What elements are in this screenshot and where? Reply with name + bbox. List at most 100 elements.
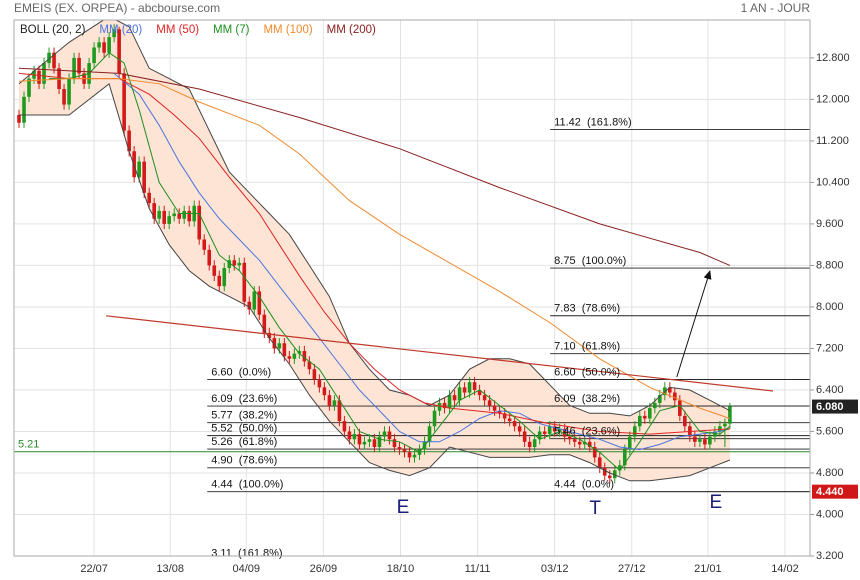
candle-body bbox=[117, 29, 121, 74]
y-tick-label: 7.200 bbox=[816, 342, 844, 354]
fib-label: 4.44 (0.0%) bbox=[554, 479, 614, 491]
candle-body bbox=[232, 260, 237, 266]
candle-body bbox=[97, 42, 101, 48]
candle-body bbox=[437, 402, 442, 411]
candle-body bbox=[632, 426, 637, 437]
candle-body bbox=[412, 454, 417, 458]
wave-label: E bbox=[710, 492, 723, 513]
fib-label: 5.46 (23.6%) bbox=[554, 426, 620, 438]
candle-body bbox=[22, 96, 26, 123]
overlay: 12.800 12.000 11.200 10.400 9.600 8.800 8.000 7… bbox=[18, 24, 858, 575]
fib-label: 8.75 (100.0%) bbox=[554, 255, 626, 267]
candle-body bbox=[607, 475, 612, 479]
candle-body bbox=[542, 431, 547, 435]
candle-body bbox=[708, 436, 712, 445]
wave-label: T bbox=[589, 498, 601, 519]
candle-body bbox=[592, 447, 597, 458]
candle-body bbox=[678, 400, 682, 416]
candle-body bbox=[257, 291, 262, 315]
candle-body bbox=[507, 418, 512, 422]
candle-body bbox=[92, 47, 96, 64]
y-tick-label: 8.800 bbox=[816, 259, 844, 271]
fib-label: 6.09 (23.6%) bbox=[211, 393, 277, 405]
x-tick-label: 26/09 bbox=[310, 563, 338, 575]
candle-body bbox=[432, 410, 437, 427]
candle-body bbox=[47, 52, 51, 64]
trendline bbox=[106, 315, 774, 392]
candle-body bbox=[642, 415, 647, 419]
candle-body bbox=[427, 426, 432, 442]
candle-body bbox=[307, 361, 312, 370]
candle-body bbox=[107, 37, 111, 53]
candle-body bbox=[37, 70, 41, 84]
candle-body bbox=[653, 402, 657, 409]
legend-entry: MM (100) bbox=[263, 24, 312, 36]
candle-body bbox=[612, 470, 617, 479]
candle-body bbox=[67, 78, 71, 105]
candle-body bbox=[622, 449, 627, 466]
x-tick-label: 27/12 bbox=[618, 563, 646, 575]
candle-body bbox=[532, 439, 537, 448]
candle-body bbox=[112, 29, 116, 38]
candle-body bbox=[262, 314, 267, 333]
y-tick-label: 6.400 bbox=[816, 384, 844, 396]
candle-body bbox=[668, 387, 672, 393]
fib-label: 7.10 (61.8%) bbox=[554, 341, 620, 353]
fib-label: 4.44 (100.0%) bbox=[211, 479, 283, 491]
candle-body bbox=[387, 431, 392, 440]
candle-body bbox=[267, 332, 272, 339]
candle-body bbox=[582, 441, 587, 445]
bollinger-upper bbox=[18, 20, 731, 417]
candle-body bbox=[482, 395, 487, 401]
y-tick-label: 11.200 bbox=[816, 135, 849, 147]
plot-area bbox=[14, 20, 810, 493]
x-tick-label: 22/07 bbox=[80, 563, 108, 575]
candle-body bbox=[347, 431, 352, 440]
support-label: 5.21 bbox=[18, 439, 39, 451]
chart-title: EMEIS (EX. ORPEA) - abcbourse.com bbox=[14, 1, 220, 15]
moving-average bbox=[18, 72, 730, 435]
candle-body bbox=[487, 400, 492, 406]
candle-body bbox=[237, 262, 242, 266]
candle-body bbox=[197, 205, 202, 240]
candle-body bbox=[647, 408, 652, 419]
fib-label: 6.60 (0.0%) bbox=[211, 366, 271, 378]
x-tick-label: 14/02 bbox=[771, 563, 799, 575]
candle-body bbox=[207, 249, 212, 266]
candle-body bbox=[322, 387, 327, 396]
x-tick-label: 03/12 bbox=[541, 563, 569, 575]
candle-body bbox=[703, 439, 707, 445]
candle-body bbox=[392, 439, 397, 448]
candle-body bbox=[502, 413, 507, 419]
candle-body bbox=[242, 262, 247, 302]
candle-body bbox=[342, 421, 347, 432]
candle-body bbox=[177, 213, 182, 219]
candle-body bbox=[152, 203, 156, 219]
moving-average bbox=[18, 67, 731, 266]
candle-body bbox=[562, 428, 567, 437]
candle-body bbox=[137, 161, 141, 178]
candle-body bbox=[402, 449, 407, 453]
y-tick-label: 8.000 bbox=[816, 301, 844, 313]
candle-body bbox=[167, 216, 171, 224]
candle-body bbox=[552, 426, 557, 432]
candle-body bbox=[673, 392, 677, 401]
candle-body bbox=[512, 421, 517, 427]
candle-body bbox=[367, 439, 372, 442]
candle-body bbox=[212, 265, 217, 276]
candle-body bbox=[157, 210, 161, 219]
candle-body bbox=[272, 338, 277, 349]
candle-body bbox=[723, 423, 727, 427]
candle-body bbox=[357, 434, 362, 445]
candle-body bbox=[442, 402, 447, 409]
bollinger-lower bbox=[19, 82, 731, 482]
candle-body bbox=[162, 210, 166, 224]
candle-body bbox=[718, 426, 722, 432]
legend-entry: MM (20) bbox=[99, 24, 142, 36]
candle-body bbox=[698, 439, 702, 442]
x-tick-label: 21/01 bbox=[694, 563, 722, 575]
candle-body bbox=[52, 52, 56, 69]
candle-body bbox=[17, 114, 21, 123]
candle-body bbox=[337, 400, 342, 422]
